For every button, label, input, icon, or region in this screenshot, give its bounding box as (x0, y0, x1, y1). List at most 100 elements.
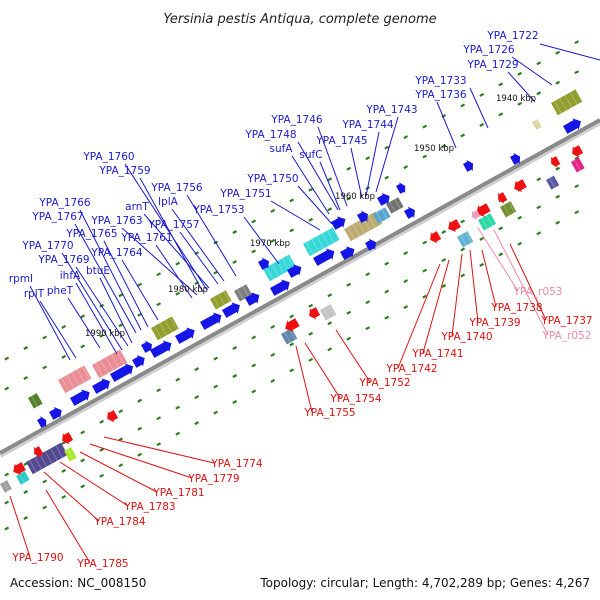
tick-mark (118, 463, 124, 468)
tick-mark (99, 447, 105, 452)
tick-mark (194, 421, 200, 426)
leader-line (477, 227, 519, 292)
tick-mark (175, 291, 181, 296)
reverse-gene-arrow (498, 192, 508, 204)
leader-line (481, 249, 497, 308)
tick-mark (99, 473, 105, 478)
leader-line (74, 223, 137, 334)
gene-label-ypa_1761: YPA_1761 (120, 232, 172, 244)
leader-line (67, 297, 101, 349)
leader-line (422, 259, 450, 354)
reverse-gene-arrow (430, 231, 442, 244)
tick-mark (137, 452, 143, 457)
gene-label-ypa_1765: YPA_1765 (65, 228, 117, 240)
genome-title: Yersinia pestis Antiqua, complete genome (163, 12, 436, 27)
kbp-label-1950: 1950 kbp (414, 144, 454, 154)
tick-mark (574, 210, 580, 215)
gene-label-ihfa: ihfA (60, 270, 81, 282)
leader-line (45, 489, 91, 564)
leader-line (186, 194, 237, 277)
tick-mark (422, 268, 428, 273)
tick-mark (99, 419, 105, 424)
block-indigo (25, 442, 68, 475)
tick-mark (346, 310, 352, 315)
forward-gene-arrow (70, 389, 90, 406)
tick-mark (441, 144, 447, 148)
leader-line (103, 436, 215, 464)
tick-mark (517, 101, 523, 106)
kbp-label-1940: 1940 kbp (496, 94, 536, 104)
reverse-gene-arrow (476, 203, 491, 217)
tick-mark (384, 289, 390, 294)
label-leader-lines (9, 43, 600, 564)
tick-mark (555, 166, 561, 171)
leader-line (9, 495, 31, 558)
leader-line (121, 259, 159, 321)
forward-gene-arrow (404, 206, 415, 219)
gene-label-ypa_r052: YPA_r052 (542, 330, 592, 342)
forward-gene-arrow (92, 378, 110, 394)
tick-mark (232, 230, 238, 234)
gene-label-ypa_1751: YPA_1751 (219, 188, 271, 200)
forward-gene-arrow (270, 279, 290, 296)
gene-label-ypa_1746: YPA_1746 (270, 114, 323, 126)
reverse-gene-arrow (572, 145, 584, 158)
forward-gene-arrow (365, 238, 376, 251)
tick-mark (156, 302, 162, 307)
block-teal (16, 471, 30, 485)
tick-mark (42, 479, 48, 484)
kbp-label-1960: 1960 kbp (335, 192, 375, 202)
leader-line (297, 185, 333, 225)
tick-mark (346, 282, 352, 287)
tick-mark (23, 376, 29, 380)
tick-mark (574, 184, 580, 189)
tick-mark (441, 230, 447, 234)
tick-mark (23, 346, 29, 350)
leader-line (29, 285, 71, 361)
tick-mark (555, 220, 561, 225)
leader-line (507, 71, 536, 103)
ruler-ticks (4, 40, 580, 531)
forward-gene-arrow (258, 257, 269, 270)
forward-gene-arrow (313, 248, 335, 266)
gene-label-ypa_1783: YPA_1783 (123, 501, 175, 513)
gene-label-ypa_1722: YPA_1722 (486, 30, 538, 42)
gene-label-ypa_1750: YPA_1750 (246, 173, 298, 185)
tick-mark (232, 346, 238, 350)
gene-label-phet: pheT (47, 285, 74, 297)
tick-mark (61, 494, 67, 499)
block-magenta (571, 157, 585, 173)
gene-label-ypa_1760: YPA_1760 (82, 151, 134, 163)
block-edge (0, 480, 12, 493)
leader-line (79, 209, 142, 331)
leader-line (89, 443, 193, 479)
gene-label-ypa_1770: YPA_1770 (21, 240, 73, 252)
tick-mark (156, 442, 162, 447)
tick-mark (175, 377, 181, 382)
leader-line (39, 300, 77, 359)
reverse-gene-arrow (13, 462, 26, 475)
tick-mark (42, 505, 48, 510)
tick-mark (4, 356, 10, 361)
tick-mark (23, 516, 29, 520)
tick-mark (4, 386, 10, 391)
tick-mark (118, 323, 124, 328)
gene-label-ypa_1785: YPA_1785 (76, 558, 128, 570)
tick-mark (308, 357, 314, 362)
tick-mark (251, 335, 257, 340)
gene-label-ypa_1767: YPA_1767 (31, 211, 83, 223)
tick-mark (346, 166, 352, 171)
kbp-label-1970: 1970 kbp (250, 239, 290, 249)
tick-mark (4, 500, 10, 505)
tick-mark (61, 324, 67, 329)
tick-mark (536, 61, 542, 66)
tick-mark (4, 472, 10, 477)
reverse-gene-arrow (514, 179, 527, 192)
block-olive-b (210, 290, 232, 310)
gene-label-ypa_1754: YPA_1754 (329, 393, 382, 405)
tick-mark (175, 431, 181, 436)
leader-line (103, 240, 149, 328)
tick-mark (194, 251, 200, 256)
tick-mark (23, 490, 29, 494)
